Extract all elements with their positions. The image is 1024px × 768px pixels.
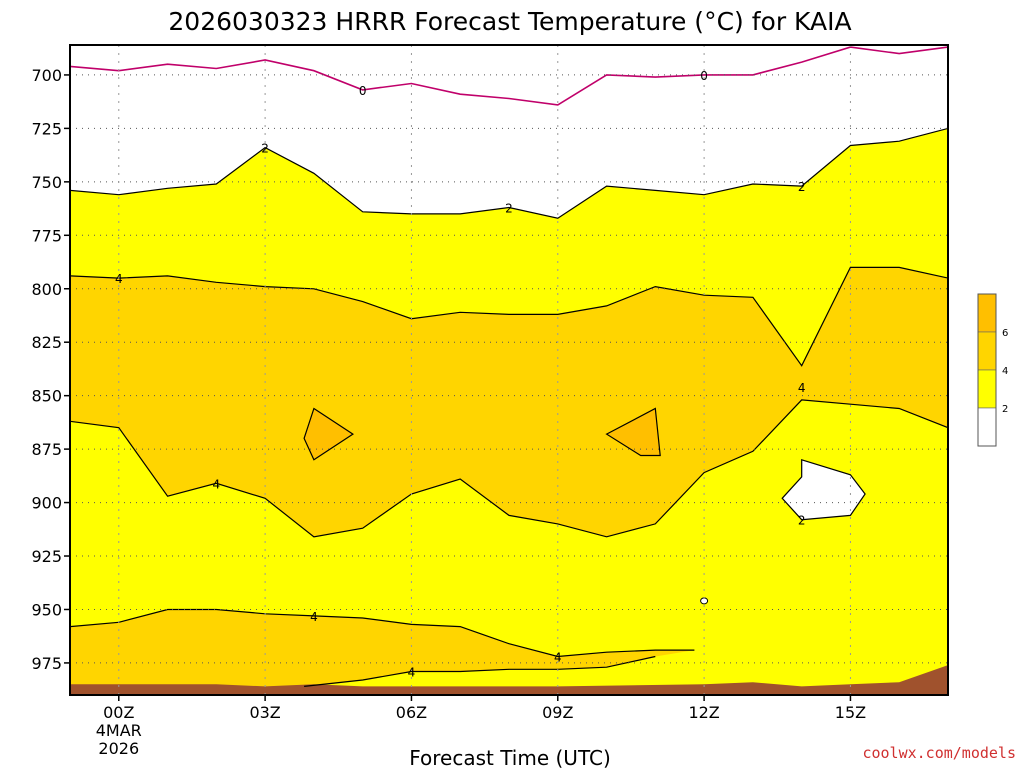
contour-label: 2 xyxy=(798,180,806,194)
legend-swatch xyxy=(977,293,997,333)
contour-6c-left xyxy=(303,407,354,461)
contour-2c-pocket xyxy=(781,458,866,521)
x-tick-label: 06Z xyxy=(396,703,427,722)
y-tick-label: 750 xyxy=(31,173,62,192)
contour-label: 2 xyxy=(505,202,513,216)
y-tick-label: 800 xyxy=(31,280,62,299)
contour-6c-right xyxy=(605,407,661,457)
x-tick-label: 09Z xyxy=(542,703,573,722)
contour-4c-bottom-lower xyxy=(304,655,656,687)
legend-label: 6 xyxy=(1002,328,1008,339)
chart-title: 2026030323 HRRR Forecast Temperature (°C… xyxy=(168,7,851,36)
plot-frame xyxy=(69,44,949,696)
contour-fills xyxy=(70,46,948,695)
contour-label: 4 xyxy=(310,610,318,624)
legend-label: 4 xyxy=(1002,366,1008,377)
contour-labels: 0 0 2 2 2 4 4 4 2 4 4 4 xyxy=(115,69,806,680)
y-tick-label: 900 xyxy=(31,494,62,513)
contour-0c xyxy=(70,46,948,106)
contour-label: 4 xyxy=(554,651,562,665)
x-tick-label: 15Z xyxy=(835,703,866,722)
x-tick-label: 03Z xyxy=(249,703,280,722)
plot-area: 0 0 2 2 2 4 4 4 2 4 4 4 xyxy=(69,44,949,696)
y-tick-label: 925 xyxy=(31,547,62,566)
contour-label: 0 xyxy=(700,69,708,83)
legend-frame xyxy=(977,293,997,447)
x-tick-label: 2026 xyxy=(98,739,139,758)
legend-swatch xyxy=(977,369,997,409)
contour-label: 0 xyxy=(359,84,367,98)
contour-label: 2 xyxy=(798,514,806,528)
contour-label: 4 xyxy=(408,665,416,679)
axis-ticks: 70072575077580082585087590092595097500Z4… xyxy=(31,66,866,758)
fill-4-to-6-bottom xyxy=(70,609,695,695)
contour-label: 4 xyxy=(213,477,221,491)
y-tick-label: 775 xyxy=(31,226,62,245)
contour-4c-lower xyxy=(70,399,948,538)
y-tick-label: 700 xyxy=(31,66,62,85)
y-tick-label: 950 xyxy=(31,600,62,619)
fill-4-to-6 xyxy=(70,267,948,537)
contour-4c-upper xyxy=(70,266,948,367)
legend-label: 2 xyxy=(1002,404,1008,415)
x-tick-label: 4MAR xyxy=(96,721,142,740)
y-tick-label: 725 xyxy=(31,119,62,138)
legend-swatch xyxy=(977,331,997,371)
x-tick-label: 00Z xyxy=(103,703,134,722)
y-tick-label: 975 xyxy=(31,654,62,673)
contour-2c-upper xyxy=(70,127,948,219)
contour-label: 4 xyxy=(115,272,123,286)
y-tick-label: 875 xyxy=(31,440,62,459)
ground-terrain xyxy=(70,665,948,695)
contour-4c-bottom-upper xyxy=(70,608,695,658)
legend-swatch xyxy=(977,407,997,447)
grid-lines xyxy=(70,45,948,695)
color-legend: 2 4 6 xyxy=(977,293,1008,447)
contour-label: 2 xyxy=(261,142,269,156)
x-tick-label: 12Z xyxy=(688,703,719,722)
y-tick-label: 825 xyxy=(31,333,62,352)
y-tick-label: 850 xyxy=(31,387,62,406)
source-credit: coolwx.com/models xyxy=(862,744,1016,762)
x-axis-label: Forecast Time (UTC) xyxy=(409,746,611,768)
contour-label: 4 xyxy=(798,381,806,395)
